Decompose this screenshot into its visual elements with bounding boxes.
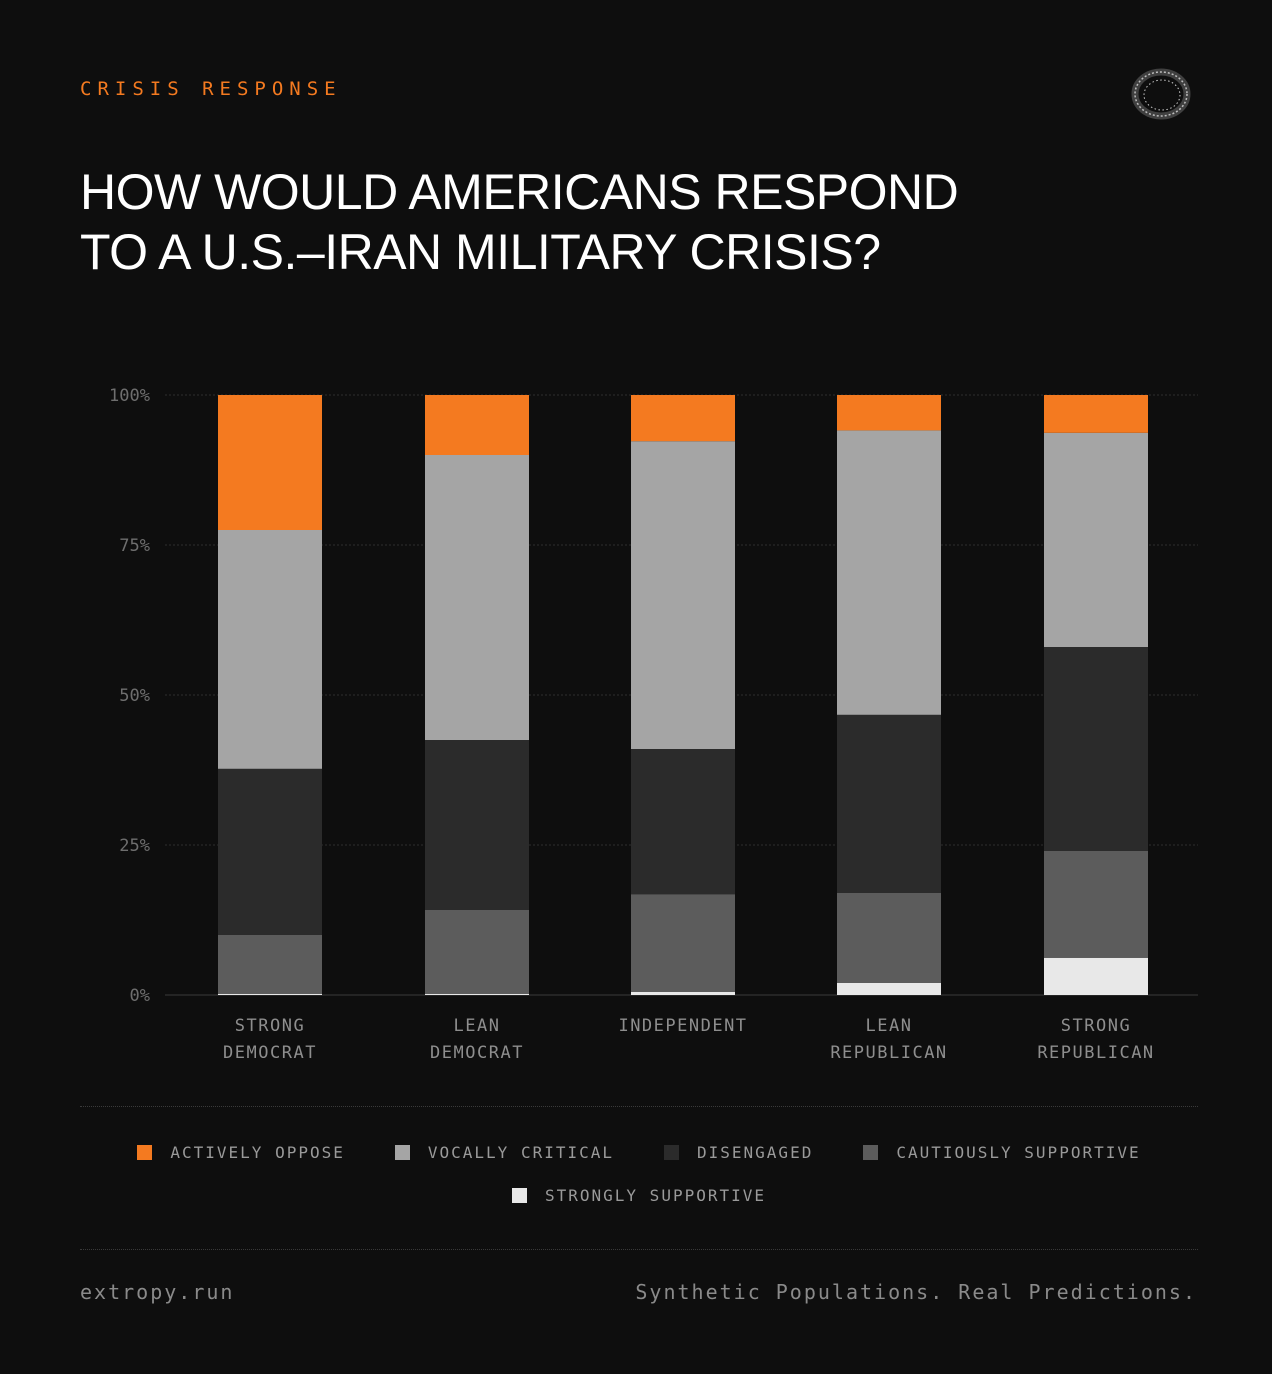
legend-swatch [511, 1187, 527, 1203]
legend-swatch [664, 1144, 679, 1160]
legend-label: ACTIVELY OPPOSE [170, 1142, 345, 1162]
legend-row-2: STRONGLY SUPPORTIVE [80, 1183, 1198, 1207]
legend-label: CAUTIOUSLY SUPPORTIVE [896, 1142, 1141, 1162]
x-axis: STRONG DEMOCRAT LEAN DEMOCRAT INDEPENDENT LEA… [223, 1016, 1154, 1063]
ring-logo-icon [1131, 68, 1191, 120]
y-tick-label: 50% [119, 686, 150, 706]
legend-swatch [863, 1144, 879, 1160]
x-tick-label: LEAN DEMOCRAT [430, 1016, 524, 1063]
legend-item-vocally-critical: VOCALLY CRITICAL [394, 1142, 614, 1162]
bars-layer [218, 395, 1148, 995]
bar-segment-cautiously-supportive [837, 893, 941, 983]
bar-segment-disengaged [1044, 647, 1148, 851]
bar-segment-strongly-supportive [425, 993, 529, 995]
y-tick-label: 100% [109, 386, 150, 406]
bar-segment-vocally-critical [631, 441, 735, 749]
bar-segment-actively-oppose [631, 395, 735, 442]
bar-segment-strongly-supportive [1044, 957, 1148, 995]
y-tick-label: 75% [119, 536, 150, 556]
legend-label: DISENGAGED [697, 1142, 814, 1162]
bar-segment-cautiously-supportive [631, 894, 735, 992]
legend-label: VOCALLY CRITICAL [427, 1142, 614, 1162]
bar-segment-disengaged [837, 714, 941, 893]
title-line-1: HOW WOULD AMERICANS RESPOND [80, 164, 959, 220]
footer-divider [80, 1249, 1198, 1250]
bar-segment-actively-oppose [425, 395, 529, 455]
bar-segment-actively-oppose [1044, 395, 1148, 433]
x-tick-label: INDEPENDENT [618, 1016, 747, 1036]
bar-segment-vocally-critical [837, 430, 941, 715]
y-tick-label: 25% [119, 836, 150, 856]
legend-item-cautiously-supportive: CAUTIOUSLY SUPPORTIVE [863, 1143, 1140, 1162]
legend-item-strongly-supportive: STRONGLY SUPPORTIVE [511, 1185, 767, 1205]
bar-segment-cautiously-supportive [425, 909, 529, 994]
x-tick-label: STRONG REPUBLICAN [1037, 1016, 1154, 1063]
legend-label: STRONGLY SUPPORTIVE [544, 1185, 767, 1205]
legend-top-divider [80, 1106, 1198, 1107]
bar-segment-disengaged [631, 749, 735, 895]
bar-segment-disengaged [218, 768, 322, 935]
bar-segment-cautiously-supportive [1044, 851, 1148, 958]
bar-segment-actively-oppose [837, 395, 941, 431]
bar-segment-strongly-supportive [631, 992, 735, 995]
x-tick-label: STRONG DEMOCRAT [223, 1016, 317, 1063]
page-title: HOW WOULD AMERICANS RESPOND TO A U.S.–IR… [80, 162, 1080, 282]
bar-segment-actively-oppose [218, 395, 322, 530]
y-tick-label: 0% [130, 986, 150, 1006]
bar-segment-disengaged [425, 740, 529, 910]
bar-segment-strongly-supportive [837, 983, 941, 995]
bar-segment-vocally-critical [1044, 432, 1148, 647]
title-line-2: TO A U.S.–IRAN MILITARY CRISIS? [80, 224, 881, 280]
legend-swatch [137, 1144, 153, 1160]
footer-site-link[interactable]: extropy.run [80, 1280, 235, 1304]
legend-item-disengaged: DISENGAGED [664, 1143, 813, 1162]
bar-segment-vocally-critical [218, 530, 322, 769]
y-axis: 0% 25% 50% 75% 100% [109, 386, 150, 1006]
legend-swatch [394, 1144, 410, 1160]
footer-tagline: Synthetic Populations. Real Predictions. [635, 1280, 1197, 1304]
bar-segment-strongly-supportive [218, 993, 322, 995]
legend: ACTIVELY OPPOSE VOCALLY CRITICAL DISENGA… [80, 1140, 1198, 1226]
x-tick-label: LEAN REPUBLICAN [830, 1016, 947, 1063]
bar-segment-cautiously-supportive [218, 935, 322, 994]
stacked-bar-chart: 0% 25% 50% 75% 100% STRONG DEMOCRAT LEAN DEMOCR… [109, 386, 1198, 1063]
kicker-label: CRISIS RESPONSE [80, 78, 342, 100]
bar-segment-vocally-critical [425, 455, 529, 740]
legend-item-actively-oppose: ACTIVELY OPPOSE [137, 1143, 345, 1162]
legend-row-1: ACTIVELY OPPOSE VOCALLY CRITICAL DISENGA… [80, 1140, 1198, 1164]
